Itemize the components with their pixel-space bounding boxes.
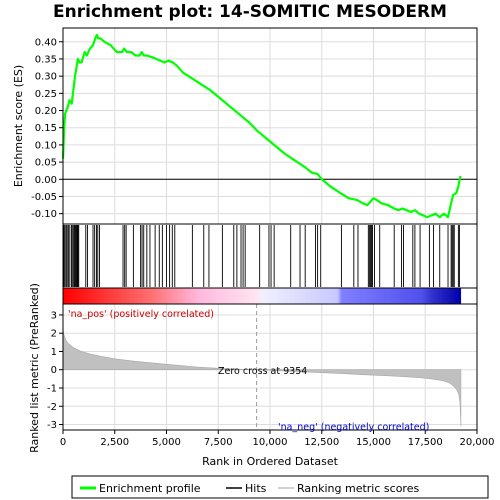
es-ytick-label: 0.40 (35, 37, 57, 48)
metric-y-axis-label: Ranked list metric (PreRanked) (28, 283, 41, 453)
es-ytick-label: 0.25 (35, 89, 57, 100)
x-axis-ticks: 0 2,500 5,000 7,500 10,000 12,500 15,000 17,500… (60, 430, 495, 448)
hit-marks (63, 225, 460, 287)
es-ytick-label: 0.30 (35, 72, 57, 83)
metric-ytick-label: -2 (47, 402, 57, 413)
chart-title: Enrichment plot: 14-SOMITIC MESODERM (53, 2, 447, 22)
metric-panel: -3 -2 -1 0 1 2 3 'na_pos' (positively correlat… (28, 283, 478, 453)
legend: Enrichment profile Hits Ranking metric s… (71, 475, 489, 499)
es-panel: -0.10 -0.05 0.00 0.05 0.10 0.15 0.20 0.25 0.30 0.… (12, 27, 478, 225)
x-tick-label: 2,500 (100, 437, 129, 448)
es-ytick-label: 0.35 (35, 54, 57, 65)
x-tick-label: 5,000 (152, 437, 181, 448)
x-tick-label: 7,500 (204, 437, 233, 448)
zero-cross-label: Zero cross at 9354 (218, 366, 307, 377)
metric-ytick-label: 3 (51, 310, 57, 321)
rank-color-bar (62, 287, 478, 305)
es-y-ticks: -0.10 -0.05 0.00 0.05 0.10 0.15 0.20 0.25 0.30 0.… (31, 37, 63, 220)
pos-correlated-label: 'na_pos' (positively correlated) (68, 309, 214, 320)
ranking-metric-area (62, 327, 462, 427)
x-tick-label: 17,500 (408, 437, 443, 448)
es-y-axis-label: Enrichment score (ES) (12, 65, 25, 187)
metric-ytick-label: 1 (51, 347, 57, 358)
es-ytick-label: 0.15 (35, 123, 57, 134)
x-tick-label: 20,000 (460, 437, 495, 448)
hits-panel (62, 223, 478, 289)
ranking-metric-fill (62, 327, 462, 427)
x-tick-label: 15,000 (356, 437, 391, 448)
enrichment-profile-line (61, 33, 462, 219)
x-tick-label: 12,500 (304, 437, 339, 448)
enrichment-profile-path (61, 33, 462, 219)
es-ytick-label: 0.00 (35, 175, 57, 186)
x-tick-label: 0 (60, 437, 66, 448)
es-ytick-label: -0.10 (31, 209, 57, 220)
metric-ytick-label: -1 (47, 384, 57, 395)
legend-label-enrichment: Enrichment profile (99, 482, 201, 495)
metric-y-ticks: -3 -2 -1 0 1 2 3 (47, 310, 63, 431)
rank-gradient-bar (63, 288, 462, 304)
neg-correlated-label: 'na_neg' (negatively correlated) (278, 422, 429, 433)
x-tick-label: 10,000 (253, 437, 288, 448)
x-axis-label: Rank in Ordered Dataset (202, 455, 339, 468)
legend-frame (71, 475, 489, 499)
es-ytick-label: 0.10 (35, 140, 57, 151)
metric-ytick-label: -3 (47, 420, 57, 431)
metric-ytick-label: 2 (51, 329, 57, 340)
es-ytick-label: 0.20 (35, 106, 57, 117)
es-ytick-label: 0.05 (35, 158, 57, 169)
metric-ytick-label: 0 (51, 365, 57, 376)
legend-label-metric: Ranking metric scores (297, 482, 419, 495)
es-gridlines (62, 28, 478, 224)
es-ytick-label: -0.05 (31, 192, 57, 203)
legend-label-hits: Hits (245, 482, 267, 495)
